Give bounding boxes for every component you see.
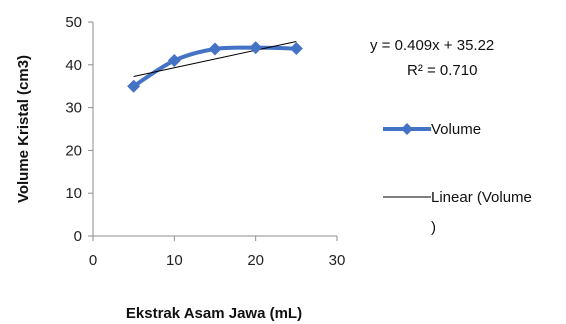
y-tick-label: 40 (65, 57, 82, 74)
volume-data-point (289, 42, 303, 56)
volume-data-point (127, 79, 141, 93)
legend-linear-label: Linear (Volume (431, 189, 532, 206)
legend-volume-label: Volume (431, 121, 481, 138)
trendline-equation: y = 0.409x + 35.22 (370, 37, 494, 54)
x-tick-label: 30 (329, 252, 346, 269)
r-squared: R² = 0.710 (407, 62, 477, 79)
series-linear-trendline (133, 41, 297, 77)
y-tick-label: 10 (65, 185, 82, 202)
volume-data-point (249, 41, 263, 55)
y-tick-label: 30 (65, 100, 82, 117)
x-tick-label: 10 (166, 252, 183, 269)
volume-data-point (167, 54, 181, 68)
y-axis-title: Volume Kristal (cm3) (15, 55, 32, 203)
axes (92, 22, 337, 237)
series (127, 41, 303, 93)
x-ticks: 0 10 20 30 (89, 236, 346, 269)
legend-linear-label-cont: ) (431, 219, 436, 236)
x-tick-label: 0 (89, 252, 97, 269)
x-tick-label: 20 (247, 252, 264, 269)
volume-data-point (208, 42, 222, 56)
y-tick-label: 0 (74, 228, 82, 245)
legend: Volume Linear (Volume ) (383, 121, 532, 236)
y-tick-label: 50 (65, 14, 82, 31)
y-tick-label: 20 (65, 142, 82, 159)
y-ticks: 0 10 20 30 40 50 (65, 14, 93, 245)
legend-volume-marker (401, 123, 413, 135)
x-axis-title: Ekstrak Asam Jawa (mL) (126, 305, 302, 322)
